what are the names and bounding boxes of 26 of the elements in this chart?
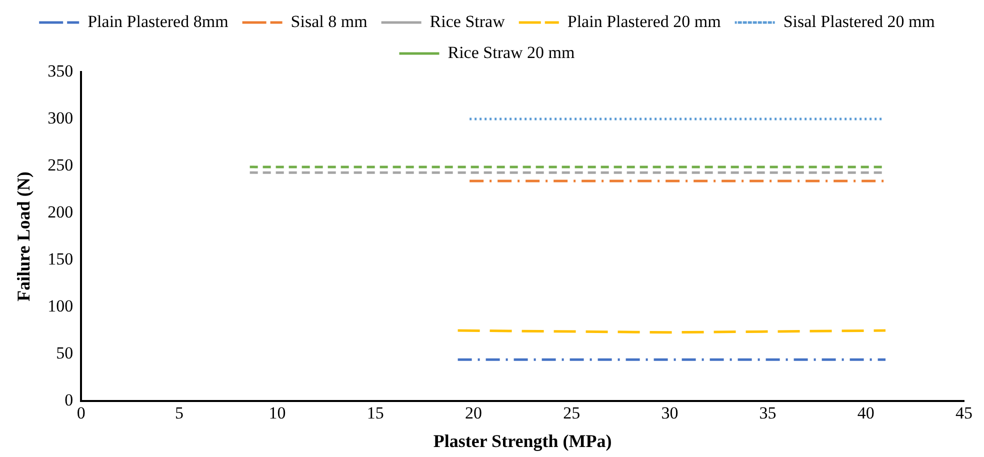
x-axis-title: Plaster Strength (MPa): [433, 430, 612, 451]
x-tick-label: 30: [661, 404, 678, 423]
y-tick-label: 350: [48, 61, 74, 80]
x-tick-label: 40: [857, 404, 874, 423]
y-tick-label: 200: [48, 202, 74, 222]
legend-label: Plain Plastered 20 mm: [567, 12, 721, 31]
x-tick-label: 45: [956, 404, 972, 423]
x-tick-label: 0: [76, 404, 86, 423]
legend-label: Sisal Plastered 20 mm: [783, 12, 935, 31]
y-axis-title: Failure Load (N): [13, 172, 34, 302]
x-tick-label: 15: [366, 404, 384, 423]
legend-label: Plain Plastered 8mm: [88, 12, 228, 31]
x-tick-label: 35: [759, 404, 776, 423]
x-tick-label: 10: [268, 404, 286, 423]
legend-label: Rice Straw: [430, 12, 506, 31]
legend-label: Sisal 8 mm: [290, 12, 368, 31]
y-tick-label: 100: [48, 296, 74, 316]
y-tick-label: 250: [48, 155, 74, 174]
y-tick-label: 0: [64, 390, 74, 410]
x-tick-label: 20: [465, 404, 482, 423]
legend-label: Rice Straw 20 mm: [448, 42, 575, 62]
x-tick-label: 25: [563, 404, 580, 423]
y-tick-label: 50: [56, 343, 74, 362]
x-tick-label: 5: [174, 404, 184, 423]
y-tick-label: 150: [48, 249, 74, 268]
y-tick-label: 300: [48, 108, 74, 128]
